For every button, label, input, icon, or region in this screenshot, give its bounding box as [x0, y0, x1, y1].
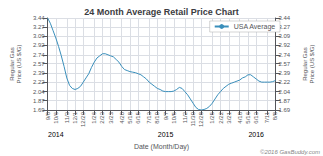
svg-text:11/30: 11/30	[190, 111, 196, 126]
svg-text:Price (US $/G): Price (US $/G)	[16, 44, 22, 83]
svg-text:Regular Gas: Regular Gas	[9, 47, 15, 81]
svg-text:1.87: 1.87	[278, 98, 290, 104]
svg-text:7/13: 7/13	[146, 111, 152, 123]
svg-text:2.74: 2.74	[278, 52, 290, 58]
svg-text:2.57: 2.57	[33, 61, 45, 67]
svg-text:4/18: 4/18	[237, 111, 243, 123]
svg-text:1/25: 1/25	[209, 111, 215, 123]
svg-text:USA Average: USA Average	[234, 23, 276, 31]
svg-text:2.22: 2.22	[278, 79, 290, 85]
svg-text:2/23: 2/23	[99, 111, 105, 123]
svg-text:2.04: 2.04	[33, 89, 45, 95]
svg-text:1.87: 1.87	[33, 98, 45, 104]
svg-text:2.39: 2.39	[33, 70, 45, 76]
svg-text:8/10: 8/10	[154, 111, 160, 123]
svg-text:24 Month Average Retail Price: 24 Month Average Retail Price Chart	[84, 7, 238, 17]
svg-text:2.04: 2.04	[278, 89, 290, 95]
svg-text:7/11: 7/11	[264, 111, 270, 123]
svg-text:2.22: 2.22	[33, 79, 45, 85]
svg-text:2.74: 2.74	[33, 52, 45, 58]
svg-text:3.27: 3.27	[33, 24, 45, 30]
svg-text:2.57: 2.57	[278, 61, 290, 67]
svg-text:6/13: 6/13	[253, 111, 259, 123]
svg-text:3.44: 3.44	[33, 15, 45, 21]
svg-text:Regular Gas: Regular Gas	[302, 47, 308, 81]
svg-text:3.09: 3.09	[33, 33, 45, 39]
svg-text:2/22: 2/22	[218, 111, 224, 123]
svg-text:10/5: 10/5	[171, 111, 177, 123]
svg-text:3/23: 3/23	[108, 111, 114, 123]
svg-text:2015: 2015	[158, 131, 174, 138]
svg-text:2.39: 2.39	[278, 70, 290, 76]
svg-text:1/26: 1/26	[91, 111, 97, 123]
svg-text:2.92: 2.92	[33, 42, 45, 48]
svg-text:10/6: 10/6	[53, 111, 59, 123]
svg-text:4/20: 4/20	[119, 111, 125, 123]
svg-text:12/28: 12/28	[198, 111, 204, 127]
svg-text:3.09: 3.09	[278, 33, 290, 39]
svg-text:5/16: 5/16	[245, 111, 251, 123]
svg-text:2.92: 2.92	[278, 42, 290, 48]
svg-text:9/8: 9/8	[45, 111, 51, 120]
svg-text:12/1: 12/1	[72, 111, 78, 123]
svg-text:3.27: 3.27	[278, 24, 290, 30]
svg-text:5/18: 5/18	[127, 111, 133, 123]
svg-text:©2016 GasBuddy.com: ©2016 GasBuddy.com	[260, 149, 320, 155]
svg-text:2014: 2014	[48, 131, 64, 138]
svg-text:6/15: 6/15	[135, 111, 141, 123]
svg-text:1.69: 1.69	[33, 107, 45, 113]
svg-text:8/8: 8/8	[272, 111, 278, 120]
svg-text:Price (US $/G): Price (US $/G)	[309, 44, 315, 83]
svg-text:12/29: 12/29	[80, 111, 86, 127]
svg-text:11/2: 11/2	[182, 111, 188, 123]
svg-text:3/21: 3/21	[226, 111, 232, 123]
svg-text:9/7: 9/7	[163, 111, 169, 120]
svg-text:1.69: 1.69	[278, 107, 290, 113]
svg-text:3.44: 3.44	[278, 15, 290, 21]
svg-text:11/3: 11/3	[64, 111, 70, 123]
svg-text:Date (Month/Day): Date (Month/Day)	[134, 143, 189, 151]
svg-text:2016: 2016	[248, 131, 264, 138]
